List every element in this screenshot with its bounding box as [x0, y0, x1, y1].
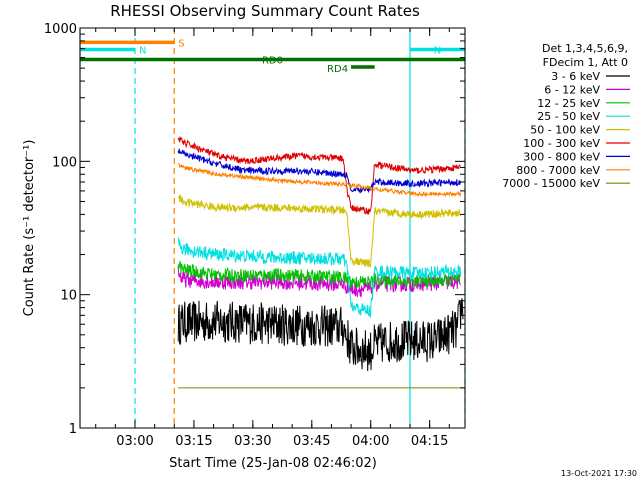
y-axis-label: Count Rate (s⁻¹ detector⁻¹) [22, 140, 37, 317]
x-tick-label-2: 03:30 [234, 434, 271, 449]
x-tick-label-4: 04:00 [352, 434, 389, 449]
series-line-1 [177, 266, 461, 299]
flag-label-1: N [139, 45, 146, 56]
series-line-3 [177, 237, 462, 318]
legend-label-2: 12 - 25 keV [537, 97, 600, 110]
legend-header-0: Det 1,3,4,5,6,9, [542, 42, 628, 55]
x-axis: 03:00 03:15 03:30 03:45 04:00 04:15 [95, 28, 450, 449]
legend-label-7: 800 - 7000 keV [516, 164, 600, 177]
y-tick-label-3: 1000 [44, 22, 77, 37]
series-line-7 [178, 162, 462, 198]
legend-label-6: 300 - 800 keV [523, 150, 600, 163]
plot-frame [79, 27, 466, 429]
legend: Det 1,3,4,5,6,9,FDecim 1, Att 03 - 6 keV… [502, 42, 630, 190]
axes-frame [79, 27, 466, 429]
plot-area: S N N RD0 RD4 [79, 28, 466, 428]
x-tick-label-5: 04:15 [411, 434, 448, 449]
chart-title: RHESSI Observing Summary Count Rates [110, 2, 420, 20]
series-line-2 [177, 261, 462, 290]
x-tick-label-3: 03:45 [293, 434, 330, 449]
y-tick-label-0: 1 [69, 422, 77, 437]
series-line-6 [177, 148, 462, 194]
y-tick-label-1: 10 [60, 289, 77, 304]
legend-label-5: 100 - 300 keV [523, 137, 600, 150]
legend-label-0: 3 - 6 keV [551, 70, 600, 83]
footer-date: 13-Oct-2021 17:30 [561, 469, 637, 478]
x-tick-label-0: 03:00 [116, 434, 153, 449]
legend-label-1: 6 - 12 keV [544, 83, 600, 96]
legend-header-1: FDecim 1, Att 0 [543, 56, 628, 69]
y-tick-label-2: 100 [52, 155, 77, 170]
series-line-5 [177, 136, 461, 215]
series-line-4 [177, 194, 462, 269]
y-axis: 1 10 100 1000 [44, 22, 465, 437]
flag-label-0: S [178, 38, 184, 49]
flag-label-2: N [434, 45, 441, 56]
flag-label-3: RD0 [262, 56, 283, 67]
flag-label-4: RD4 [327, 64, 348, 75]
series-line-0 [177, 298, 464, 372]
legend-label-4: 50 - 100 keV [530, 124, 600, 137]
legend-label-3: 25 - 50 keV [537, 110, 600, 123]
x-axis-label: Start Time (25-Jan-08 02:46:02) [169, 456, 377, 471]
legend-label-8: 7000 - 15000 keV [502, 177, 600, 190]
x-tick-label-1: 03:15 [175, 434, 212, 449]
